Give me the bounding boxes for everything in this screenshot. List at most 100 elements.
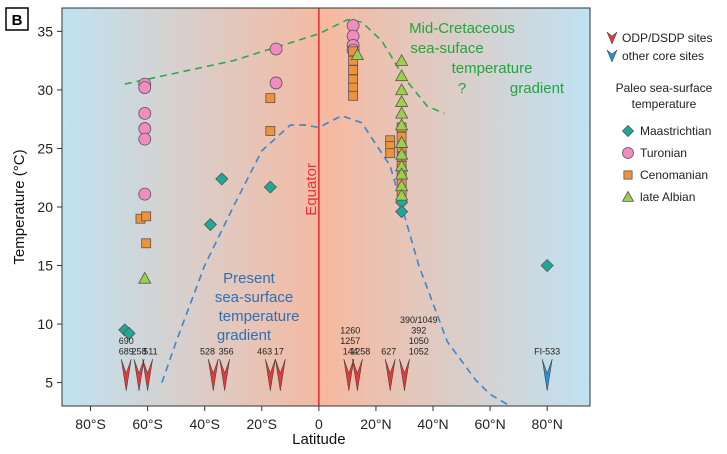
- question-mark: ?: [458, 80, 466, 97]
- cenomanian-point: [265, 126, 276, 136]
- legend-label: Maastrichtian: [640, 124, 711, 138]
- site-label: 1258: [350, 346, 370, 356]
- turonian-point: [138, 106, 152, 120]
- turonian-point: [138, 81, 152, 94]
- site-label: 17: [274, 346, 284, 356]
- odp-site-marker: [142, 359, 153, 391]
- odp-site-marker: [275, 359, 286, 391]
- legend-label: late Albian: [640, 190, 695, 204]
- odp-site-marker: [219, 359, 230, 391]
- site-label: 1257: [340, 336, 360, 346]
- site-label: FI-533: [534, 346, 560, 356]
- present-annotation: gradient: [217, 327, 272, 344]
- other-core-site-marker: [541, 359, 553, 391]
- odp-site-marker: [352, 359, 363, 391]
- legend-label: Turonian: [640, 146, 687, 160]
- late-albian-point: [394, 135, 409, 148]
- panel-label: B: [12, 12, 23, 29]
- present-gradient-line: [161, 114, 511, 407]
- mid-cretaceous-annotation: temperature: [452, 60, 533, 77]
- maastrichtian-point: [122, 326, 136, 340]
- equator-label: Equator: [303, 163, 320, 216]
- legend-label: other core sites: [622, 49, 704, 63]
- y-tick-label: 10: [37, 316, 53, 332]
- legend-late-albian-marker: [621, 190, 635, 202]
- x-tick-label: 40°N: [417, 416, 448, 432]
- x-tick-label: 40°S: [189, 416, 220, 432]
- x-tick-label: 60°S: [132, 416, 163, 432]
- turonian-point: [269, 76, 283, 90]
- y-tick-label: 25: [37, 140, 53, 156]
- legend-label: Cenomanian: [640, 168, 708, 182]
- site-label: 463: [257, 346, 272, 356]
- odp-site-marker: [399, 359, 410, 391]
- x-tick-label: 20°N: [360, 416, 391, 432]
- present-annotation: sea-surface: [215, 289, 293, 306]
- maastrichtian-point: [263, 180, 277, 194]
- cenomanian-point: [141, 211, 152, 222]
- odp-site-marker: [133, 359, 145, 391]
- legend-maastrichtian-marker: [621, 124, 635, 138]
- maastrichtian-point: [203, 217, 217, 232]
- legend-turonian-marker: [622, 147, 634, 159]
- cenomanian-point: [385, 148, 396, 159]
- maastrichtian-point: [395, 205, 409, 219]
- legend-title: Paleo sea-surface: [616, 81, 713, 95]
- present-annotation: temperature: [219, 308, 300, 325]
- site-label: 1260: [340, 325, 360, 335]
- present-annotation: Present: [223, 270, 276, 287]
- site-label: 1050: [409, 336, 429, 346]
- late-albian-point: [138, 271, 152, 284]
- y-axis-label: Temperature (°C): [11, 149, 28, 264]
- y-tick-label: 20: [37, 199, 53, 215]
- odp-site-marker: [343, 359, 355, 391]
- mid-cretaceous-annotation: Mid-Cretaceous: [409, 20, 515, 37]
- y-tick-label: 30: [37, 82, 53, 98]
- x-axis-label: Latitude: [292, 431, 345, 448]
- late-albian-point: [394, 94, 409, 107]
- y-tick-label: 15: [37, 258, 53, 274]
- cenomanian-point: [265, 93, 276, 104]
- legend-cenomanian-marker: [623, 170, 633, 180]
- site-label: 627: [381, 346, 396, 356]
- x-tick-label: 20°S: [247, 416, 278, 432]
- cenomanian-point: [348, 82, 359, 93]
- late-albian-point: [394, 83, 409, 96]
- site-label: 390/1049: [400, 315, 438, 325]
- legend-label: ODP/DSDP sites: [622, 31, 712, 45]
- late-albian-point: [394, 188, 409, 201]
- mid-cretaceous-gradient-line: [124, 18, 445, 115]
- site-label: 258: [132, 346, 147, 356]
- site-label: 144: [343, 346, 358, 356]
- odp-site-marker: [120, 359, 132, 391]
- legend-other-marker: [606, 49, 618, 63]
- site-label: 690: [119, 336, 134, 346]
- cenomanian-point: [348, 74, 359, 85]
- turonian-point: [138, 132, 152, 146]
- legend-odp-marker: [606, 31, 618, 45]
- late-albian-point: [350, 47, 365, 61]
- site-label: 1052: [409, 346, 429, 356]
- mid-cretaceous-annotation: gradient: [510, 80, 565, 97]
- x-tick-label: 80°S: [75, 416, 106, 432]
- turonian-point: [138, 187, 152, 201]
- site-label: 511: [143, 346, 157, 356]
- cenomanian-point: [141, 238, 152, 249]
- y-tick-label: 35: [37, 23, 53, 39]
- y-tick-label: 5: [45, 375, 53, 391]
- site-label: 689: [119, 346, 134, 356]
- site-label: 392: [411, 325, 426, 335]
- late-albian-point: [394, 106, 409, 119]
- plot-background: [62, 8, 590, 406]
- late-albian-point: [394, 118, 409, 131]
- turonian-point: [269, 42, 283, 56]
- maastrichtian-point: [215, 172, 229, 186]
- x-tick-label: 0: [315, 416, 323, 432]
- late-albian-point: [394, 147, 409, 160]
- cenomanian-point: [348, 90, 359, 101]
- late-albian-point: [394, 69, 409, 82]
- mid-cretaceous-annotation: sea-suface: [410, 40, 483, 57]
- odp-site-marker: [384, 359, 396, 391]
- cenomanian-point: [348, 65, 359, 75]
